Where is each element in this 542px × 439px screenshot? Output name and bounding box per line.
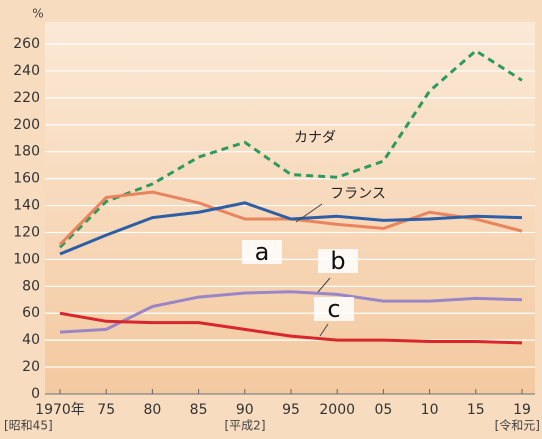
y-tick-label: 140 xyxy=(13,198,40,214)
series-line xyxy=(59,290,523,334)
x-sublabel: [平成2] xyxy=(225,419,266,433)
series-label: フランス xyxy=(330,186,386,202)
series-label: b xyxy=(330,247,345,275)
y-tick-label: 40 xyxy=(22,332,40,348)
x-tick-label: 19 xyxy=(513,402,531,418)
label-box xyxy=(314,297,354,321)
x-tick-label: 80 xyxy=(143,402,161,418)
x-tick-label: 85 xyxy=(190,402,208,418)
x-tick-label: 10 xyxy=(421,402,439,418)
x-tick-label: 95 xyxy=(282,402,300,418)
x-sublabel: [令和元] xyxy=(495,418,540,433)
x-sublabel: [昭和45] xyxy=(4,419,53,433)
x-tick-label: 90 xyxy=(236,402,254,418)
series-label: カナダ xyxy=(294,130,336,146)
series-line xyxy=(59,311,523,345)
label-box xyxy=(242,240,282,264)
label-box xyxy=(318,249,358,273)
y-tick-label: 120 xyxy=(13,224,40,240)
y-tick-label: 240 xyxy=(13,63,40,79)
y-axis-label: % xyxy=(32,7,43,21)
y-tick-label: 80 xyxy=(22,278,40,294)
y-tick-label: 200 xyxy=(13,117,40,133)
y-tick-label: 20 xyxy=(22,359,40,375)
leader xyxy=(317,277,331,293)
x-tick-label: 2000 xyxy=(319,402,355,418)
x-tick-label: 1970年 xyxy=(35,402,85,418)
y-tick-label: 180 xyxy=(13,144,40,160)
y-tick-label: 220 xyxy=(13,90,40,106)
leader xyxy=(319,323,329,337)
y-tick-label: 0 xyxy=(31,386,40,402)
x-tick-label: 05 xyxy=(374,402,392,418)
y-tick-label: 160 xyxy=(13,171,40,187)
y-tick-label: 100 xyxy=(13,251,40,267)
series-label: c xyxy=(327,295,340,323)
y-tick-label: 60 xyxy=(22,305,40,321)
x-tick-label: 75 xyxy=(97,402,115,418)
y-tick-label: 260 xyxy=(13,36,40,52)
plot-area xyxy=(45,22,535,394)
series-line xyxy=(58,49,523,249)
series-label: a xyxy=(255,238,270,266)
x-tick-label: 15 xyxy=(467,402,485,418)
series-line xyxy=(59,201,523,256)
leader xyxy=(295,203,323,223)
